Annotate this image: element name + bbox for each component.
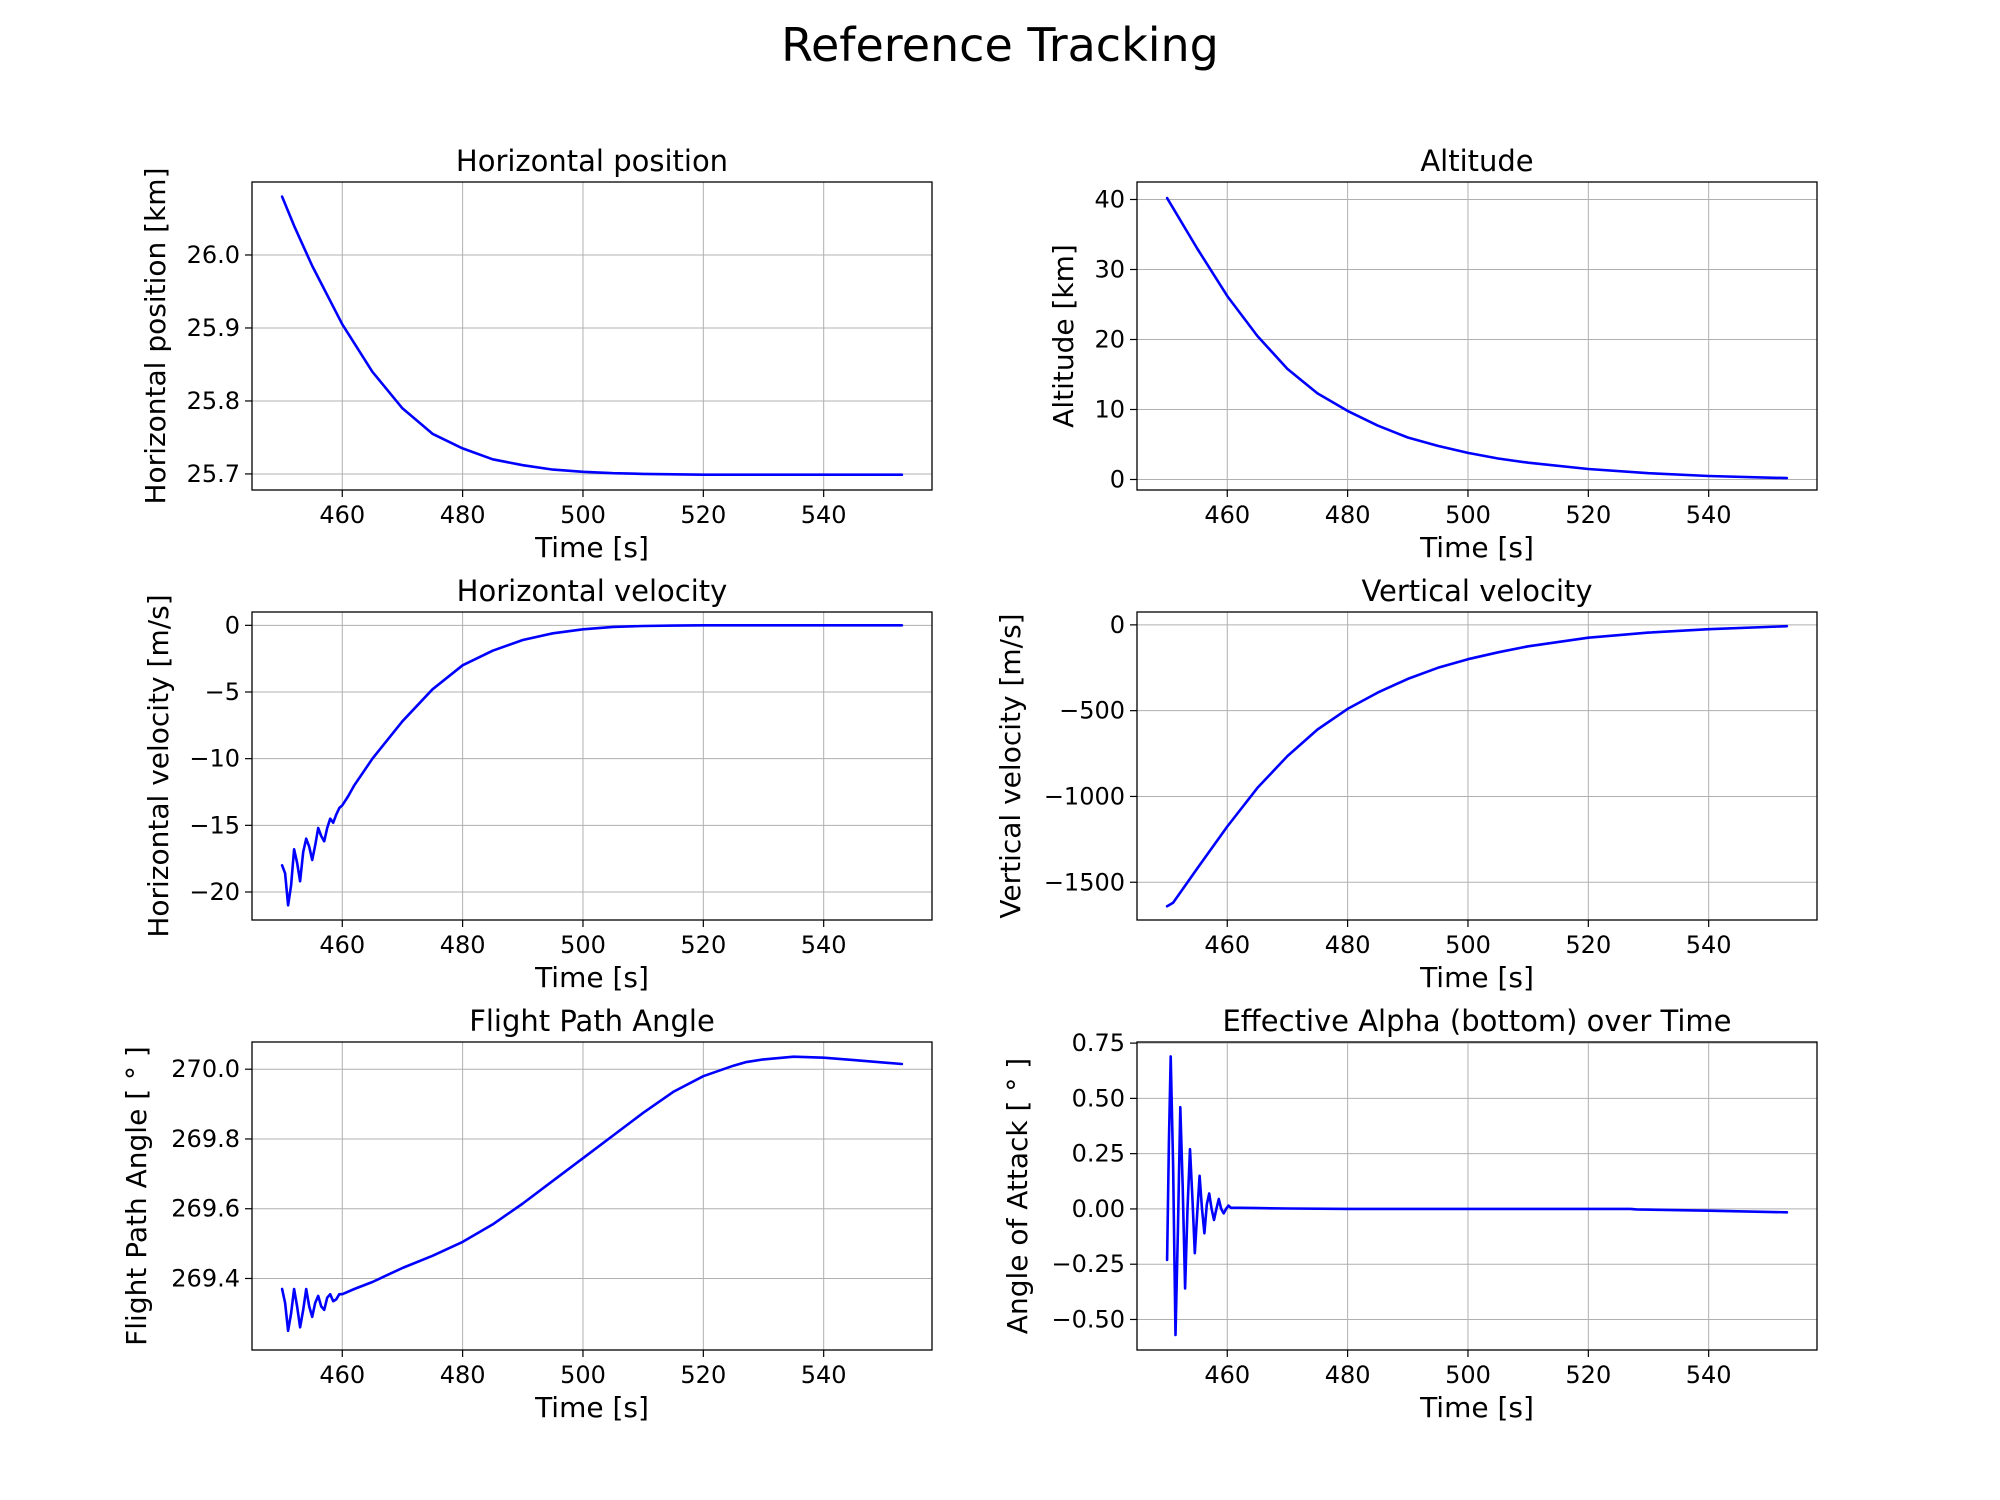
- x-tick-label: 520: [680, 1361, 726, 1389]
- subplot-1: 460 480 500 520 540 25.7 25.8 25.9 26.0 Horizonta…: [139, 144, 933, 564]
- y-tick-label: 25.8: [187, 387, 240, 415]
- series-line: [1165, 624, 1789, 908]
- x-tick-label: 480: [440, 1361, 486, 1389]
- x-tick-label: 540: [801, 1361, 847, 1389]
- y-tick-label: 269.4: [171, 1264, 240, 1292]
- subplot-2: 460 480 500 520 540 0 10 20 30 40 Altitude Time [s]…: [1047, 144, 1818, 564]
- axes-frame: [251, 611, 933, 921]
- x-tick-label: 460: [319, 501, 365, 529]
- y-tick-label: −15: [189, 811, 240, 839]
- axes-frame: [1136, 1041, 1818, 1351]
- x-axis-label: Time [s]: [1419, 531, 1534, 564]
- y-tick-label: 10: [1094, 396, 1125, 424]
- y-tick-label: 270.0: [171, 1055, 240, 1083]
- y-tick-label: 0.00: [1072, 1195, 1125, 1223]
- x-tick-label: 500: [1445, 1361, 1491, 1389]
- y-tick-label: 269.6: [171, 1195, 240, 1223]
- y-tick-label: 25.9: [187, 314, 240, 342]
- series-line: [280, 1055, 904, 1333]
- series-line: [1165, 196, 1789, 480]
- x-tick-label: 520: [680, 501, 726, 529]
- y-tick-label: 0.75: [1072, 1029, 1125, 1057]
- figure-title: Reference Tracking: [781, 18, 1219, 72]
- y-tick-label: 0.50: [1072, 1084, 1125, 1112]
- subplot-title: Vertical velocity: [1361, 574, 1592, 608]
- subplot-title: Altitude: [1420, 144, 1533, 178]
- y-tick-label: −20: [189, 878, 240, 906]
- x-tick-label: 500: [560, 931, 606, 959]
- subplot-title: Flight Path Angle: [469, 1004, 715, 1038]
- y-tick-label: 30: [1094, 256, 1125, 284]
- x-axis-label: Time [s]: [534, 531, 649, 564]
- y-axis-label: Altitude [km]: [1047, 244, 1080, 428]
- x-tick-label: 460: [1204, 931, 1250, 959]
- subplot-title: Horizontal position: [456, 144, 728, 178]
- x-tick-label: 500: [1445, 931, 1491, 959]
- y-tick-label: −1500: [1044, 868, 1125, 896]
- y-tick-label: 20: [1094, 326, 1125, 354]
- x-tick-label: 480: [440, 501, 486, 529]
- x-tick-label: 500: [1445, 501, 1491, 529]
- y-axis-label: Horizontal position [km]: [139, 167, 172, 504]
- axes-frame: [251, 181, 933, 491]
- x-tick-label: 520: [1565, 1361, 1611, 1389]
- subplot-6: 460 480 500 520 540 −0.50 −0.25 0.00 0.25 0.50 0.7…: [1001, 1004, 1818, 1424]
- y-tick-label: 26.0: [187, 241, 240, 269]
- y-axis-label: Flight Path Angle [ ° ]: [120, 1046, 153, 1346]
- x-tick-label: 460: [319, 931, 365, 959]
- axes-frame: [251, 1041, 933, 1351]
- y-tick-label: 40: [1094, 186, 1125, 214]
- x-tick-label: 540: [801, 501, 847, 529]
- x-tick-label: 480: [1325, 501, 1371, 529]
- x-tick-label: 480: [1325, 931, 1371, 959]
- y-axis-label: Horizontal velocity [m/s]: [142, 594, 175, 937]
- subplot-5: 460 480 500 520 540 269.4 269.6 269.8 270.0 Fligh…: [120, 1004, 933, 1424]
- y-tick-label: 0: [1110, 466, 1125, 494]
- x-axis-label: Time [s]: [534, 961, 649, 994]
- axes-frame: [1136, 611, 1818, 921]
- subplot-3: 460 480 500 520 540 −20 −15 −10 −5 0 Horizontal ve…: [142, 574, 933, 994]
- x-tick-label: 500: [560, 501, 606, 529]
- x-tick-label: 460: [319, 1361, 365, 1389]
- subplot-title: Effective Alpha (bottom) over Time: [1222, 1004, 1731, 1038]
- x-axis-label: Time [s]: [534, 1391, 649, 1424]
- x-tick-label: 520: [680, 931, 726, 959]
- y-tick-label: 0: [225, 611, 240, 639]
- x-tick-label: 500: [560, 1361, 606, 1389]
- x-tick-label: 540: [1686, 501, 1732, 529]
- y-tick-label: −10: [189, 745, 240, 773]
- x-tick-label: 460: [1204, 1361, 1250, 1389]
- y-tick-label: −5: [205, 678, 240, 706]
- subplot-title: Horizontal velocity: [457, 574, 728, 608]
- axes-frame: [1136, 181, 1818, 491]
- x-tick-label: 520: [1565, 931, 1611, 959]
- x-axis-label: Time [s]: [1419, 1391, 1534, 1424]
- y-tick-label: 0.25: [1072, 1140, 1125, 1168]
- y-tick-label: −0.25: [1051, 1250, 1125, 1278]
- series-line: [280, 195, 904, 477]
- subplot-4: 460 480 500 520 540 −1500 −1000 −500 0 Vertical v…: [994, 574, 1818, 994]
- y-axis-label: Vertical velocity [m/s]: [994, 613, 1027, 918]
- y-tick-label: 269.8: [171, 1125, 240, 1153]
- y-tick-label: −0.50: [1051, 1305, 1125, 1333]
- series-line: [280, 623, 904, 907]
- y-axis-label: Angle of Attack [ ° ]: [1001, 1058, 1034, 1334]
- x-axis-label: Time [s]: [1419, 961, 1534, 994]
- x-tick-label: 540: [1686, 931, 1732, 959]
- x-tick-label: 540: [801, 931, 847, 959]
- x-tick-label: 480: [440, 931, 486, 959]
- x-tick-label: 540: [1686, 1361, 1732, 1389]
- x-tick-label: 480: [1325, 1361, 1371, 1389]
- y-tick-label: −1000: [1044, 782, 1125, 810]
- x-tick-label: 460: [1204, 501, 1250, 529]
- y-tick-label: 25.7: [187, 460, 240, 488]
- y-tick-label: −500: [1059, 697, 1125, 725]
- y-tick-label: 0: [1110, 611, 1125, 639]
- x-tick-label: 520: [1565, 501, 1611, 529]
- series-line: [1165, 1055, 1789, 1337]
